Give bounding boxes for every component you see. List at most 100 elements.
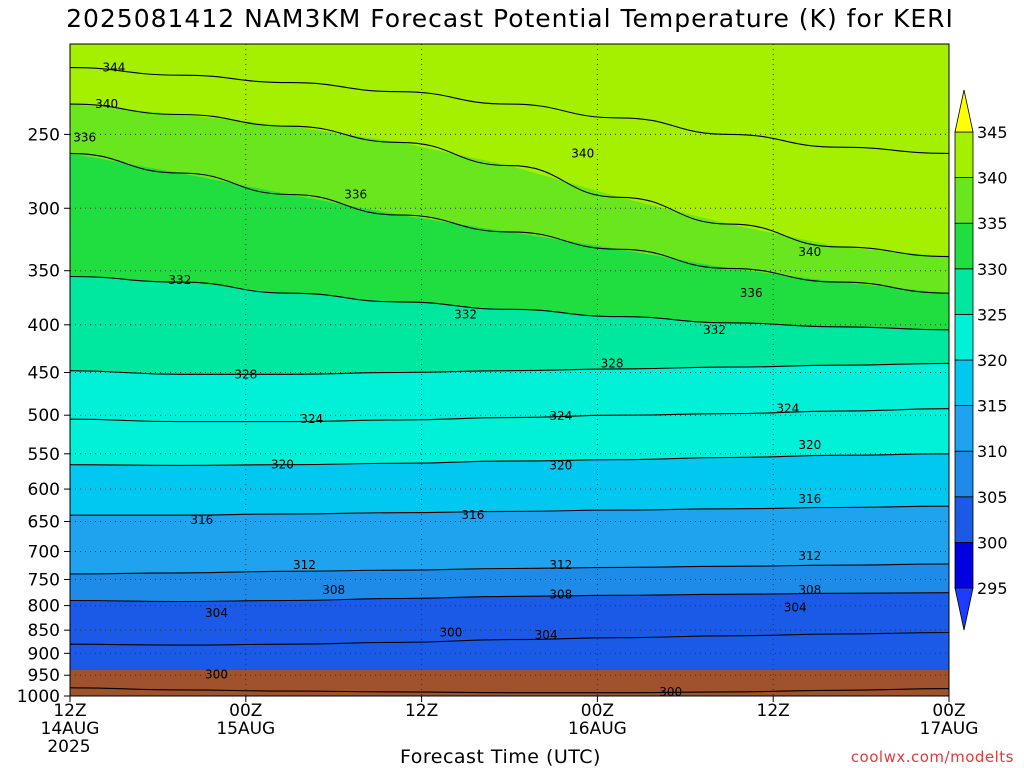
colorbar: 295 300 305 310 315 320 325 330 335 340 345 — [954, 89, 1008, 631]
contour-328 — [70, 362, 949, 375]
y-tick-label-1000: 1000 — [17, 687, 60, 707]
colorbar-seg-300 — [954, 496, 974, 543]
contour-312 — [70, 563, 949, 575]
contour-label-340: 340 — [571, 146, 594, 160]
y-axis: 250 300 350 400 450 500 550 600 650 700 750 800 850 9… — [17, 125, 70, 707]
colorbar-label-345: 345 — [977, 123, 1008, 142]
y-tick-label-350: 350 — [28, 262, 60, 282]
colorbar-seg-315 — [954, 359, 974, 406]
filled-contours — [70, 44, 949, 696]
x-tick-label-12-0: 00Z — [229, 701, 262, 721]
colorbar-label-295: 295 — [977, 579, 1008, 598]
y-tick-label-800: 800 — [28, 597, 60, 617]
contour-344 — [70, 67, 949, 154]
colorbar-label-330: 330 — [977, 260, 1008, 279]
y-tick-label-250: 250 — [28, 125, 60, 145]
contour-label-332: 332 — [168, 273, 191, 287]
contour-label-336: 336 — [740, 286, 763, 300]
contour-lines — [70, 67, 949, 694]
contour-label-336: 336 — [73, 131, 96, 145]
colorbar-label-325: 325 — [977, 305, 1008, 324]
contour-label-336: 336 — [344, 188, 367, 202]
contour-316 — [70, 505, 949, 516]
colorbar-extend-top — [954, 89, 974, 133]
contour-label-312: 312 — [549, 558, 572, 572]
contour-label-316: 316 — [461, 508, 484, 522]
colorbar-seg-340 — [954, 131, 974, 178]
y-tick-label-600: 600 — [28, 480, 60, 500]
colorbar-label-305: 305 — [977, 488, 1008, 507]
contour-label-304: 304 — [784, 601, 807, 615]
colorbar-seg-305 — [954, 450, 974, 498]
contour-label-344: 344 — [102, 61, 125, 75]
contour-label-320: 320 — [549, 458, 572, 472]
contour-label-324: 324 — [549, 409, 572, 423]
x-tick-label-60-1: 17AUG — [920, 719, 979, 739]
contour-340 — [70, 103, 949, 258]
contour-320 — [70, 453, 949, 466]
x-tick-label-60-0: 00Z — [932, 701, 965, 721]
contour-308 — [70, 592, 949, 603]
colorbar-label-315: 315 — [977, 397, 1008, 416]
contour-label-340: 340 — [95, 97, 118, 111]
y-tick-label-650: 650 — [28, 512, 60, 532]
contour-label-316: 316 — [190, 513, 213, 527]
contour-label-328: 328 — [234, 367, 257, 381]
y-tick-label-550: 550 — [28, 445, 60, 465]
contour-label-316: 316 — [798, 492, 821, 506]
contour-label-312: 312 — [293, 558, 316, 572]
contour-304 — [70, 631, 949, 646]
credit-link[interactable]: coolwx.com/modelts — [850, 748, 1014, 766]
colorbar-label-320: 320 — [977, 351, 1008, 370]
contour-label-332: 332 — [454, 308, 477, 322]
contour-label-324: 324 — [300, 412, 323, 426]
y-tick-label-950: 950 — [28, 666, 60, 686]
y-tick-label-700: 700 — [28, 543, 60, 563]
x-tick-label-24-0: 12Z — [405, 701, 438, 721]
contour-label-308: 308 — [798, 583, 821, 597]
colorbar-label-335: 335 — [977, 214, 1008, 233]
x-tick-label-0-0: 12Z — [53, 701, 86, 721]
band-above-344 — [70, 44, 949, 154]
contour-332 — [70, 275, 949, 331]
x-tick-label-36-0: 00Z — [581, 701, 614, 721]
colorbar-label-340: 340 — [977, 169, 1008, 188]
colorbar-label-310: 310 — [977, 442, 1008, 461]
x-tick-label-0-1: 14AUG — [41, 719, 100, 739]
contour-label-300: 300 — [439, 626, 462, 640]
contour-label-312: 312 — [798, 549, 821, 563]
colorbar-seg-295 — [954, 542, 974, 589]
contour-labels: 344 340 336 340 336 340 332 336 332 332 328 328 324 3… — [73, 61, 821, 699]
contour-label-308: 308 — [549, 587, 572, 601]
y-tick-label-400: 400 — [28, 316, 60, 336]
contour-label-320: 320 — [271, 458, 294, 472]
contour-label-300: 300 — [205, 667, 228, 681]
x-tick-label-36-1: 16AUG — [568, 719, 627, 739]
ground-surface — [70, 670, 949, 696]
contour-label-304: 304 — [535, 628, 558, 642]
contour-label-308: 308 — [322, 583, 345, 597]
contour-label-320: 320 — [798, 438, 821, 452]
plot-frame — [69, 43, 950, 697]
contour-label-304: 304 — [205, 606, 228, 620]
contour-300 — [70, 687, 949, 694]
y-tick-label-300: 300 — [28, 199, 60, 219]
colorbar-label-300: 300 — [977, 533, 1008, 552]
contour-label-340: 340 — [798, 245, 821, 259]
colorbar-seg-310 — [954, 405, 974, 452]
x-tick-label-48-0: 12Z — [757, 701, 790, 721]
y-tick-label-900: 900 — [28, 644, 60, 664]
contour-324 — [70, 408, 949, 423]
contour-label-328: 328 — [601, 356, 624, 370]
contour-label-324: 324 — [776, 402, 799, 416]
y-tick-label-450: 450 — [28, 364, 60, 384]
y-tick-label-850: 850 — [28, 621, 60, 641]
x-axis-title: Forecast Time (UTC) — [400, 746, 601, 768]
y-tick-label-750: 750 — [28, 570, 60, 590]
contour-336 — [70, 152, 949, 294]
contour-label-332: 332 — [703, 323, 726, 337]
colorbar-seg-335 — [954, 177, 974, 224]
contour-label-300: 300 — [659, 685, 682, 699]
